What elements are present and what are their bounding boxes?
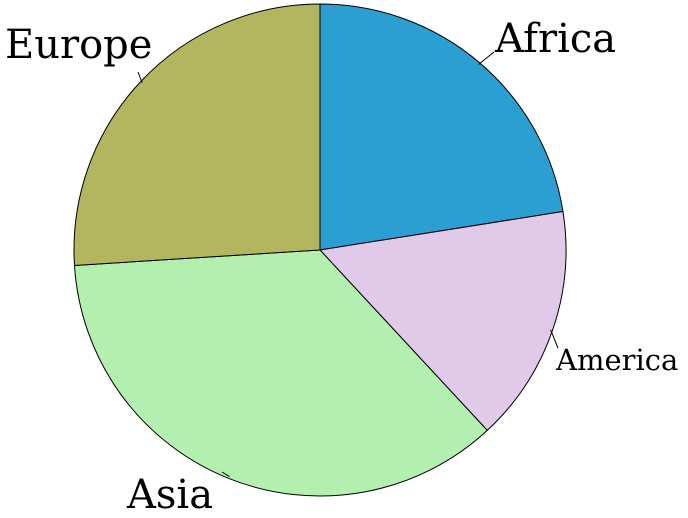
leader-line-africa [478,51,495,65]
slice-labels: Africa America Asia Europe [5,16,678,518]
pie-slices [73,3,567,497]
slice-label-europe: Europe [5,22,152,68]
slice-label-america: America [555,343,678,377]
leader-line-america [550,329,559,349]
slice-label-asia: Asia [126,472,213,518]
label-leader-lines [137,51,559,478]
leader-line-asia [221,471,230,478]
leader-line-europe [137,71,143,84]
slice-label-africa: Africa [494,16,616,62]
pie-slice-america [319,211,567,431]
pie-slice-europe [73,3,321,266]
pie-slice-asia [73,249,488,497]
